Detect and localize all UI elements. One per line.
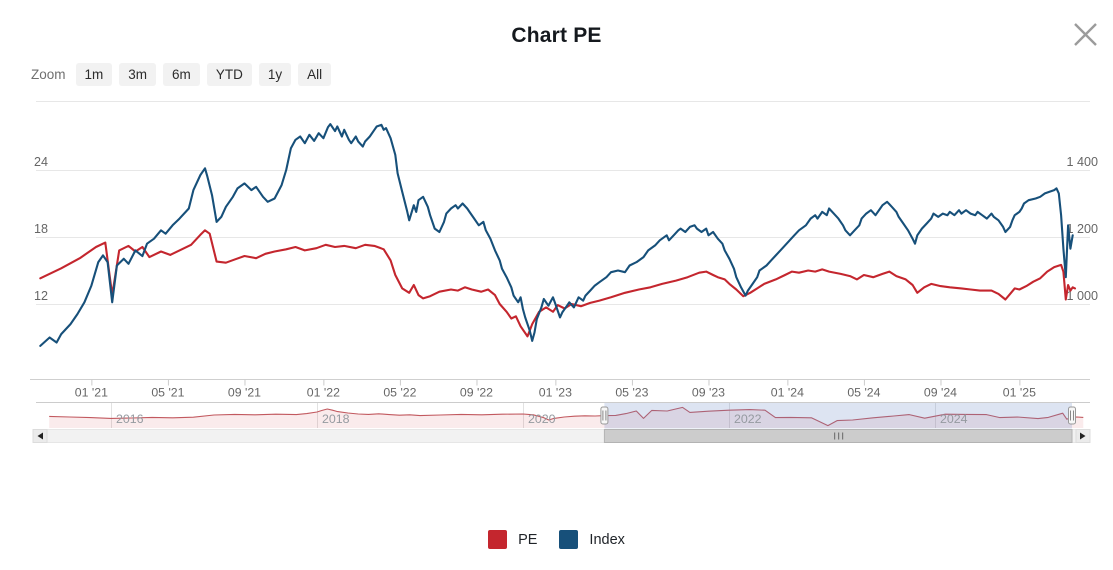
navigator-year-label: 2016 bbox=[116, 412, 144, 426]
index-axis-label: 1 000 bbox=[1066, 289, 1098, 303]
pe-axis-label: 12 bbox=[34, 289, 48, 303]
close-button[interactable] bbox=[1070, 18, 1100, 48]
pe-series-line bbox=[39, 229, 1077, 338]
navigator-year-label: 2024 bbox=[940, 412, 968, 426]
x-axis-label: 09 '22 bbox=[460, 386, 493, 400]
legend-label: PE bbox=[518, 531, 538, 548]
x-axis-label: 05 '22 bbox=[383, 386, 416, 400]
x-axis-label: 01 '25 bbox=[1003, 386, 1036, 400]
x-axis-label: 01 '23 bbox=[539, 386, 572, 400]
zoom-button-6m[interactable]: 6m bbox=[163, 63, 200, 86]
navigator-year-label: 2022 bbox=[734, 412, 762, 426]
x-axis-label: 01 '24 bbox=[771, 386, 804, 400]
x-axis: 01 '21 05 '21 09 '21 01 '22 05 '22 09 '22 01 '… bbox=[30, 379, 1090, 400]
legend-swatch-pe bbox=[488, 530, 508, 549]
legend-item-pe[interactable]: PE bbox=[488, 530, 537, 549]
x-axis-label: 05 '24 bbox=[847, 386, 880, 400]
navigator-year-label: 2018 bbox=[322, 412, 350, 426]
zoom-label: Zoom bbox=[31, 67, 66, 82]
legend-label: Index bbox=[589, 531, 625, 548]
right-arrow-icon bbox=[1080, 432, 1086, 440]
index-axis-label: 1 200 bbox=[1066, 222, 1098, 236]
zoom-button-ytd[interactable]: YTD bbox=[206, 63, 252, 86]
navigator-right-handle[interactable] bbox=[1068, 406, 1076, 425]
scrollbar-right-arrow[interactable] bbox=[1075, 429, 1091, 443]
x-axis-label: 01 '22 bbox=[307, 386, 340, 400]
left-axis-labels: 24 18 12 bbox=[34, 155, 48, 303]
legend-item-index[interactable]: Index bbox=[559, 530, 625, 549]
page-title: Chart PE bbox=[511, 24, 602, 47]
zoom-button-all[interactable]: All bbox=[298, 63, 332, 86]
x-axis-label: 09 '24 bbox=[924, 386, 957, 400]
right-axis-labels: 1 400 1 200 1 000 bbox=[1066, 155, 1098, 303]
navigator-selected-range[interactable] bbox=[604, 403, 1072, 429]
index-axis-label: 1 400 bbox=[1066, 155, 1098, 169]
x-axis-label: 05 '23 bbox=[615, 386, 648, 400]
zoom-button-1m[interactable]: 1m bbox=[75, 63, 113, 86]
close-icon bbox=[1074, 23, 1097, 46]
navigator-left-handle[interactable] bbox=[600, 406, 609, 425]
zoom-button-1y[interactable]: 1y bbox=[258, 63, 292, 86]
pe-axis-label: 24 bbox=[34, 155, 48, 169]
legend-swatch-index bbox=[559, 530, 579, 549]
zoom-button-3m[interactable]: 3m bbox=[119, 63, 157, 86]
navigator: 2016 2018 2020 2022 2024 bbox=[36, 402, 1090, 429]
x-axis-label: 05 '21 bbox=[151, 386, 184, 400]
plot-area[interactable] bbox=[36, 101, 1090, 379]
pe-axis-label: 18 bbox=[34, 222, 48, 236]
left-arrow-icon bbox=[37, 432, 43, 440]
x-axis-label: 09 '23 bbox=[692, 386, 725, 400]
scrollbar-left-arrow[interactable] bbox=[32, 429, 48, 443]
x-axis-label: 01 '21 bbox=[75, 386, 108, 400]
legend: PE Index bbox=[0, 530, 1113, 549]
scrollbar bbox=[32, 429, 1091, 443]
range-selector-buttons: 1m 3m 6m YTD 1y All bbox=[75, 63, 332, 86]
x-axis-label: 09 '21 bbox=[228, 386, 261, 400]
range-selector: Zoom 1m 3m 6m YTD 1y All bbox=[31, 63, 332, 86]
navigator-area-fill bbox=[49, 407, 1084, 428]
navigator-year-label: 2020 bbox=[528, 412, 556, 426]
navigator-mini-chart[interactable] bbox=[49, 406, 1084, 427]
index-series-line bbox=[39, 123, 1074, 347]
